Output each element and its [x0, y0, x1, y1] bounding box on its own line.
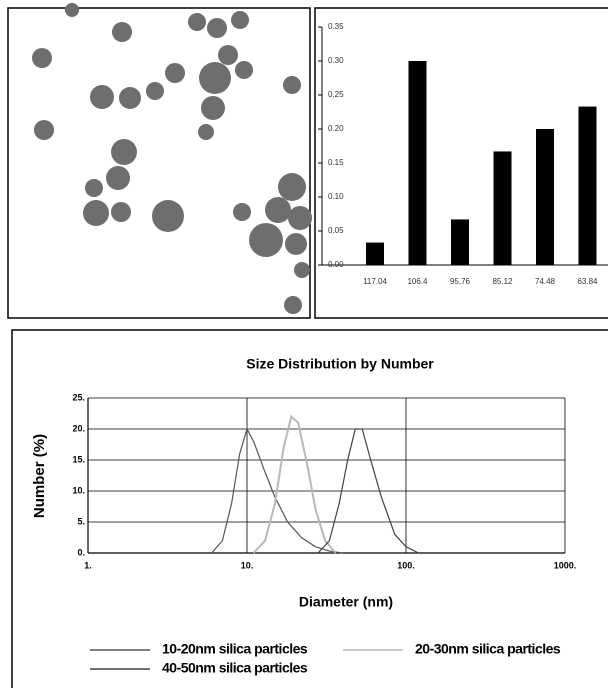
- micrograph-frame: [8, 8, 310, 318]
- y-tick-label: 0.15: [328, 158, 344, 167]
- bar: [579, 107, 597, 265]
- x-tick-label: 85.12: [492, 277, 513, 286]
- bar: [409, 61, 427, 265]
- x-tick-label: 74.48: [535, 277, 556, 286]
- legend-label: 20-30nm silica particles: [415, 641, 561, 657]
- y-tick-label: 0.30: [328, 56, 344, 65]
- line-chart-frame: [12, 330, 608, 688]
- y-tick-label: 0.10: [328, 192, 344, 201]
- y-tick-label: 0.00: [328, 260, 344, 269]
- x-tick-label: 100.: [397, 560, 415, 570]
- x-tick-label: 1.: [84, 560, 92, 570]
- bar: [366, 243, 384, 265]
- x-tick-label: 63.84: [577, 277, 598, 286]
- series-line: [254, 417, 336, 553]
- bar: [494, 151, 512, 265]
- y-tick-label: 20.: [72, 423, 85, 433]
- y-axis-label: Number (%): [31, 434, 48, 518]
- bar: [451, 219, 469, 265]
- y-tick-label: 0.35: [328, 22, 344, 31]
- y-tick-label: 25.: [72, 392, 85, 402]
- x-axis-label: Diameter (nm): [299, 594, 393, 610]
- bar-chart-frame: [315, 8, 608, 318]
- page: Size Distribution by Number Diameter (nm…: [0, 0, 608, 688]
- y-tick-label: 0.05: [328, 226, 344, 235]
- bar: [536, 129, 554, 265]
- y-tick-label: 10.: [72, 485, 85, 495]
- figure: Size Distribution by Number Diameter (nm…: [0, 0, 608, 688]
- legend-label: 40-50nm silica particles: [162, 660, 308, 676]
- y-tick-label: 0.25: [328, 90, 344, 99]
- x-tick-label: 95.76: [450, 277, 471, 286]
- y-tick-label: 0.20: [328, 124, 344, 133]
- legend-label: 10-20nm silica particles: [162, 641, 308, 657]
- x-tick-label: 1000.: [554, 560, 577, 570]
- y-tick-label: 15.: [72, 454, 85, 464]
- x-tick-label: 106.4: [407, 277, 428, 286]
- chart-title: Size Distribution by Number: [246, 356, 434, 372]
- y-tick-label: 0.: [77, 547, 85, 557]
- y-tick-label: 5.: [77, 516, 85, 526]
- x-tick-label: 10.: [241, 560, 254, 570]
- x-tick-label: 117.04: [363, 277, 387, 286]
